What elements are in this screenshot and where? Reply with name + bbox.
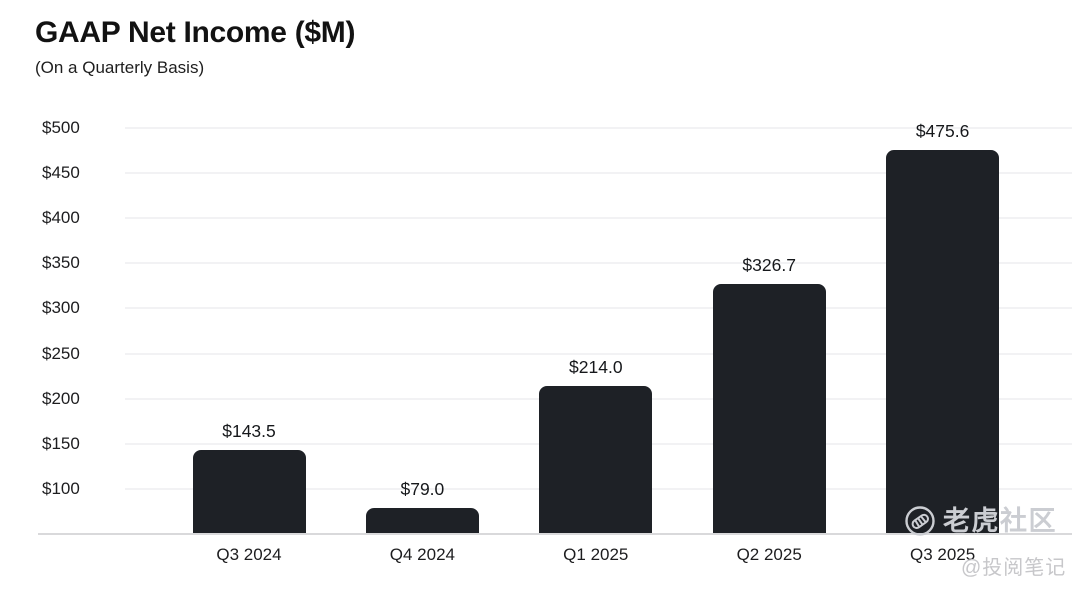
gridline <box>125 262 1072 265</box>
y-tick-label: $350 <box>42 253 80 273</box>
x-axis-label: Q2 2025 <box>736 545 802 564</box>
watermark-handle-text: @投阅笔记 <box>961 557 1067 579</box>
gridline <box>125 307 1072 310</box>
bar <box>712 284 826 534</box>
bar-value-label: $143.5 <box>222 420 276 441</box>
x-axis-label: Q3 2025 <box>909 545 976 564</box>
y-tick-label: $500 <box>42 118 80 137</box>
tiger-circle-icon <box>905 506 935 536</box>
bar <box>365 507 479 534</box>
y-tick-label: $200 <box>42 388 80 408</box>
y-tick-label: $150 <box>42 433 80 453</box>
bar-value-label: $326.7 <box>742 255 796 276</box>
bar <box>192 449 306 534</box>
gridline <box>125 172 1072 175</box>
gridline <box>125 352 1072 355</box>
bar-value-label: $214.0 <box>569 357 623 378</box>
y-tick-label: $250 <box>42 343 80 363</box>
y-tick-label: $450 <box>42 163 80 183</box>
chart-subtitle: (On a Quarterly Basis) <box>35 58 205 77</box>
y-tick-label: $400 <box>42 208 80 228</box>
x-axis-label: Q1 2025 <box>563 545 629 564</box>
x-axis-line <box>38 533 1072 535</box>
y-tick-label: $300 <box>42 298 80 318</box>
y-tick-label: $100 <box>42 478 80 498</box>
bar <box>886 150 1000 534</box>
x-axis-label: Q3 2024 <box>216 545 282 564</box>
gridline <box>125 127 1072 129</box>
watermark: 老虎社区 <box>904 505 1057 537</box>
gridline <box>125 217 1072 220</box>
watermark-brand-text: 老虎社区 <box>943 506 1057 536</box>
bar-value-label: $475.6 <box>915 121 970 141</box>
bar-value-label: $79.0 <box>400 478 445 499</box>
chart-title: GAAP Net Income ($M) <box>35 16 356 49</box>
x-axis-label: Q4 2024 <box>389 545 455 564</box>
bar <box>539 386 653 534</box>
